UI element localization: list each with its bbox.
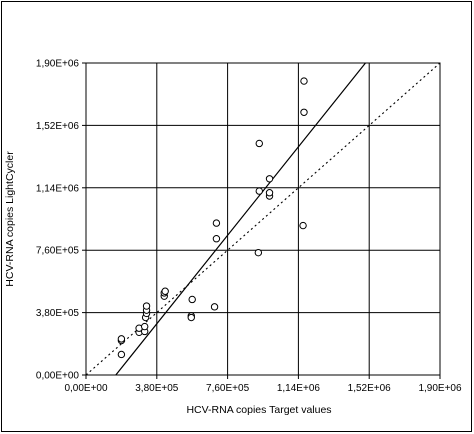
x-tick-label-3: 1,14E+06 xyxy=(277,383,321,394)
plot-area-border xyxy=(85,62,441,376)
y-tick-label-1: 3,80E+05 xyxy=(36,308,80,319)
data-point-26 xyxy=(299,221,307,230)
y-tick-label-5: 1,90E+06 xyxy=(36,59,80,70)
identity-line xyxy=(85,62,441,376)
y-tick-label-2: 7,60E+05 xyxy=(36,246,80,257)
data-point-6 xyxy=(140,322,149,331)
data-point-13 xyxy=(161,287,169,295)
x-tick-label-0: 0,00E+00 xyxy=(64,383,108,394)
y-axis-ticks: 0,00E+00 3,80E+05 7,60E+05 1,14E+06 1,52E+06… xyxy=(36,59,86,382)
x-tick-label-4: 1,52E+06 xyxy=(348,383,392,394)
data-points xyxy=(117,77,308,359)
data-point-18 xyxy=(212,235,221,243)
x-tick-label-1: 3,80E+05 xyxy=(135,383,179,394)
x-tick-label-2: 7,60E+05 xyxy=(206,383,250,394)
data-point-21 xyxy=(255,187,263,195)
data-point-19 xyxy=(212,219,221,227)
data-point-20 xyxy=(254,248,263,257)
x-axis-label: HCV-RNA copies Target values xyxy=(186,404,331,416)
data-point-24 xyxy=(265,189,274,197)
x-axis-ticks: 0,00E+00 3,80E+05 7,60E+05 1,14E+06 1,52E+06… xyxy=(64,375,462,394)
data-point-10 xyxy=(142,302,151,310)
y-tick-label-3: 1,14E+06 xyxy=(36,183,80,194)
data-point-27 xyxy=(300,108,308,116)
data-point-15 xyxy=(187,313,195,322)
data-point-28 xyxy=(300,77,308,85)
y-tick-label-4: 1,52E+06 xyxy=(36,121,80,132)
data-point-17 xyxy=(210,303,219,311)
data-point-16 xyxy=(188,295,196,304)
y-tick-label-0: 0,00E+00 xyxy=(36,371,80,382)
trend-lines xyxy=(85,62,441,376)
data-point-25 xyxy=(265,175,274,183)
data-point-0 xyxy=(117,350,126,359)
regression-line xyxy=(115,62,366,376)
x-tick-label-5: 1,90E+06 xyxy=(418,383,462,394)
data-point-22 xyxy=(255,139,263,148)
data-point-2 xyxy=(117,335,126,343)
y-axis-label: HCV-RNA copies LightCycler xyxy=(4,151,16,287)
